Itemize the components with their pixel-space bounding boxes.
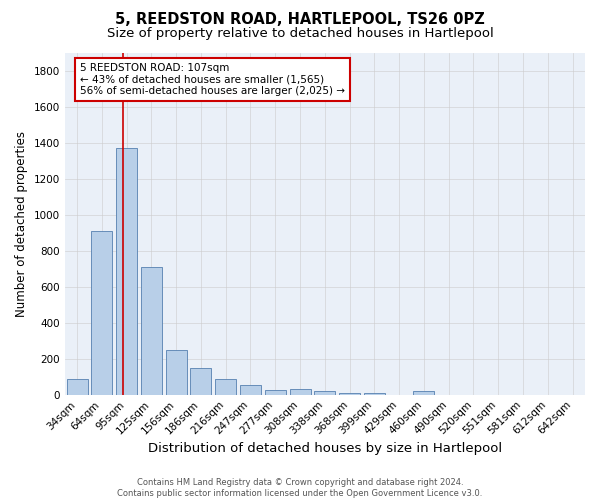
Bar (215, 379, 236, 394)
Bar (166, 350, 187, 395)
Bar (141, 267, 162, 394)
Bar (290, 390, 311, 394)
Bar (190, 368, 211, 394)
Bar (364, 393, 385, 394)
Bar (240, 385, 261, 394)
Bar (67, 380, 88, 394)
Bar (314, 392, 335, 394)
Text: Size of property relative to detached houses in Hartlepool: Size of property relative to detached ho… (107, 28, 493, 40)
Y-axis label: Number of detached properties: Number of detached properties (15, 130, 28, 316)
Text: 5 REEDSTON ROAD: 107sqm
← 43% of detached houses are smaller (1,565)
56% of semi: 5 REEDSTON ROAD: 107sqm ← 43% of detache… (80, 63, 345, 96)
Bar (116, 148, 137, 394)
Bar (265, 390, 286, 394)
Bar (413, 392, 434, 394)
Bar (91, 231, 112, 394)
Text: Contains HM Land Registry data © Crown copyright and database right 2024.
Contai: Contains HM Land Registry data © Crown c… (118, 478, 482, 498)
Text: 5, REEDSTON ROAD, HARTLEPOOL, TS26 0PZ: 5, REEDSTON ROAD, HARTLEPOOL, TS26 0PZ (115, 12, 485, 28)
X-axis label: Distribution of detached houses by size in Hartlepool: Distribution of detached houses by size … (148, 442, 502, 455)
